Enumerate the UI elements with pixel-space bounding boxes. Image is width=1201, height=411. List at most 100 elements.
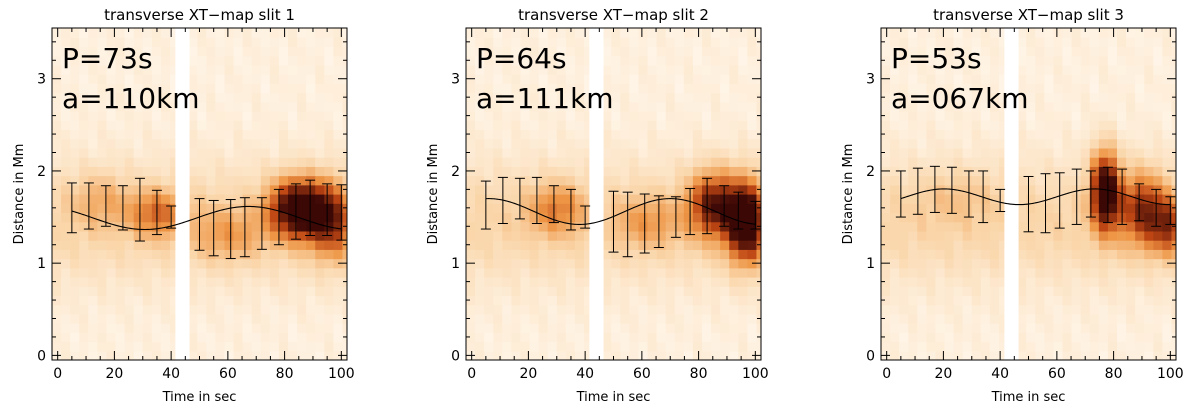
heatmap-cell — [315, 120, 325, 131]
heatmap-cell — [269, 230, 280, 241]
heatmap-cell — [999, 92, 1009, 103]
heatmap-cell — [747, 249, 758, 260]
heatmap-cell — [493, 28, 503, 38]
heatmap-cell — [538, 166, 549, 177]
heatmap-cell — [890, 295, 900, 306]
heatmap-cell — [547, 175, 558, 186]
heatmap-cell — [88, 129, 98, 140]
heatmap-cell — [547, 166, 558, 177]
fit-curve — [900, 188, 1171, 206]
heatmap-cell — [142, 157, 153, 167]
heatmap-cell — [170, 240, 180, 250]
heatmap-cell — [1117, 277, 1127, 287]
heatmap-cell — [999, 323, 1009, 333]
heatmap-cell — [52, 341, 62, 352]
heatmap-cell — [170, 212, 180, 223]
heatmap-cell — [188, 277, 198, 287]
heatmap-cell — [729, 74, 739, 84]
heatmap-cell — [133, 83, 144, 94]
heatmap-cell — [999, 230, 1009, 241]
heatmap-cell — [890, 332, 900, 343]
heatmap-cell — [306, 304, 316, 315]
heatmap-cell — [1089, 55, 1100, 66]
heatmap-cell — [692, 120, 703, 131]
heatmap-cell — [980, 46, 991, 57]
heatmap-cell — [61, 166, 71, 177]
heatmap-cell — [1044, 230, 1055, 241]
heatmap-cell — [881, 304, 891, 315]
heatmap-cell — [1171, 267, 1176, 278]
heatmap-cell — [1089, 221, 1100, 232]
heatmap-cell — [980, 175, 991, 186]
heatmap-cell — [926, 175, 937, 186]
heatmap-cell — [1144, 323, 1154, 333]
heatmap-cell — [747, 230, 758, 241]
heatmap-cell — [565, 240, 576, 250]
heatmap-cell — [881, 83, 891, 94]
heatmap-cell — [297, 83, 307, 94]
heatmap-cell — [999, 249, 1009, 260]
heatmap-cell — [1107, 277, 1118, 287]
heatmap-cell — [160, 295, 171, 306]
heatmap-cell — [233, 55, 244, 66]
heatmap-cell — [729, 249, 739, 260]
heatmap-cell — [142, 184, 153, 195]
heatmap-cell — [1089, 267, 1100, 278]
heatmap-cell — [215, 138, 226, 149]
heatmap-cell — [926, 37, 937, 48]
heatmap-cell — [647, 267, 658, 278]
heatmap-cell — [206, 120, 216, 131]
heatmap-cell — [538, 74, 549, 84]
heatmap-cell — [917, 194, 927, 204]
heatmap-cell — [306, 166, 316, 177]
heatmap-cell — [197, 323, 207, 333]
heatmap-cell — [115, 138, 126, 149]
heatmap-cell — [224, 74, 235, 84]
heatmap-cell — [88, 120, 98, 131]
heatmap-cell — [1026, 175, 1036, 186]
heatmap-cell — [1035, 64, 1045, 75]
heatmap-cell — [306, 286, 316, 297]
heatmap-cell — [611, 83, 621, 94]
heatmap-cell — [70, 120, 80, 131]
heatmap-cell — [556, 258, 567, 269]
heatmap-cell — [547, 221, 558, 232]
heatmap-cell — [971, 175, 982, 186]
heatmap-cell — [106, 194, 117, 204]
heatmap-cell — [989, 194, 1000, 204]
heatmap-cell — [1162, 138, 1173, 149]
heatmap-cell — [1035, 157, 1045, 167]
heatmap-cell — [1035, 129, 1045, 140]
heatmap-cell — [124, 120, 135, 131]
heatmap-cell — [665, 120, 676, 131]
heatmap-cell — [729, 221, 739, 232]
heatmap-cell — [61, 286, 71, 297]
heatmap-cell — [1153, 350, 1163, 360]
heatmap-cell — [556, 55, 567, 66]
heatmap-cell — [944, 277, 955, 287]
heatmap-cell — [52, 230, 62, 241]
heatmap-cell — [315, 304, 325, 315]
error-bar — [929, 165, 940, 213]
heatmap-cell — [529, 166, 540, 177]
heatmap-cell — [674, 332, 685, 343]
heatmap-cell — [953, 203, 964, 214]
heatmap-cell — [917, 221, 927, 232]
heatmap-cell — [1098, 175, 1109, 186]
heatmap-cell — [962, 92, 973, 103]
heatmap-cell — [1144, 138, 1154, 149]
heatmap-cell — [106, 240, 117, 250]
heatmap-cell — [1026, 101, 1036, 112]
heatmap — [466, 28, 761, 360]
heatmap-cell — [1071, 267, 1082, 278]
heatmap-cell — [484, 350, 494, 360]
heatmap-cell — [242, 184, 253, 195]
heatmap-cell — [629, 332, 640, 343]
heatmap-cell — [1071, 101, 1082, 112]
heatmap-cell — [980, 101, 991, 112]
heatmap-cell — [529, 286, 540, 297]
heatmap-cell — [133, 138, 144, 149]
heatmap-cell — [926, 111, 937, 121]
heatmap-cell — [1062, 267, 1073, 278]
heatmap-cell — [502, 341, 512, 352]
